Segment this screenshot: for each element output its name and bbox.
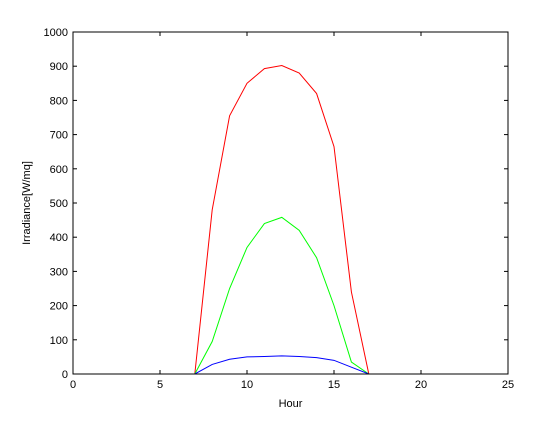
y-tick-label: 300 [50, 266, 68, 278]
x-tick-label: 0 [70, 379, 76, 391]
y-tick-label: 900 [50, 61, 68, 73]
x-tick-label: 5 [157, 379, 163, 391]
x-axis-label: Hour [279, 398, 303, 410]
x-tick-label: 25 [502, 379, 514, 391]
y-tick-label: 100 [50, 335, 68, 347]
y-tick-label: 600 [50, 164, 68, 176]
plot-area [73, 32, 508, 374]
y-tick-label: 700 [50, 130, 68, 142]
y-tick-label: 200 [50, 301, 68, 313]
y-tick-label: 0 [62, 369, 68, 381]
x-axis: 0 5 10 15 20 25 [70, 32, 514, 391]
x-tick-label: 20 [415, 379, 427, 391]
y-axis-label: Irradiance[W/mq] [21, 161, 33, 245]
y-axis: 0 100 200 300 400 500 600 700 800 900 1000 [44, 27, 508, 381]
y-tick-label: 500 [50, 198, 68, 210]
y-tick-label: 1000 [44, 27, 68, 39]
x-tick-label: 10 [241, 379, 253, 391]
y-tick-label: 800 [50, 95, 68, 107]
x-tick-label: 15 [328, 379, 340, 391]
y-tick-label: 400 [50, 232, 68, 244]
